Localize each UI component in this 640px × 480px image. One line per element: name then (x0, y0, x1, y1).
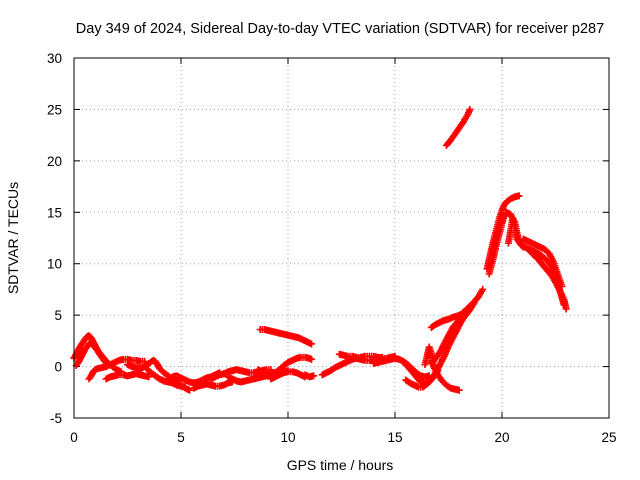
series-arc_u (421, 343, 463, 394)
x-tick-label: 15 (387, 430, 402, 445)
x-tick-labels: 0 5 10 15 20 25 (70, 430, 616, 445)
data-points (70, 105, 570, 394)
series-arc_m (256, 326, 316, 348)
data-point-marker (186, 386, 194, 394)
y-tick-label: 30 (47, 51, 62, 66)
x-tick-label: 20 (494, 430, 509, 445)
y-tick-label: 0 (54, 360, 62, 375)
series-arc_aa (519, 235, 566, 290)
x-tick-label: 10 (280, 430, 295, 445)
data-point-marker (181, 383, 189, 391)
y-axis-label: SDTVAR / TECUs (5, 182, 21, 294)
series-arc_v (427, 285, 487, 331)
y-tick-labels: -5 0 5 10 15 20 25 30 (47, 51, 62, 426)
data-point-marker (308, 355, 316, 363)
data-point-marker (479, 285, 487, 293)
y-tick-label: 15 (47, 205, 62, 220)
data-point-marker (466, 105, 474, 113)
series-arc_f (143, 365, 189, 391)
series-arc_j (224, 367, 292, 386)
y-tick-label: 10 (47, 257, 62, 272)
y-tick-label: 25 (47, 102, 62, 117)
data-point-marker (515, 192, 523, 200)
series-arc_d (102, 370, 153, 383)
series-arc_w (442, 105, 474, 149)
y-tick-label: 20 (47, 154, 62, 169)
x-tick-label: 0 (70, 430, 78, 445)
series-arc_ab (526, 247, 570, 313)
data-point-marker (562, 305, 570, 313)
plot-frame (73, 57, 610, 419)
x-tick-label: 25 (601, 430, 616, 445)
y-tick-label: 5 (54, 308, 62, 323)
chart-title: Day 349 of 2024, Sidereal Day-to-day VTE… (76, 21, 604, 37)
series-arc_n (301, 371, 318, 381)
series-arc_y (485, 208, 527, 278)
x-axis-label: GPS time / hours (287, 457, 394, 473)
y-tick-label: -5 (50, 411, 62, 426)
data-point-marker (455, 386, 463, 394)
grid-lines (74, 58, 609, 418)
x-tick-label: 5 (177, 430, 185, 445)
data-point-marker (308, 340, 316, 348)
data-point-marker (310, 372, 318, 380)
